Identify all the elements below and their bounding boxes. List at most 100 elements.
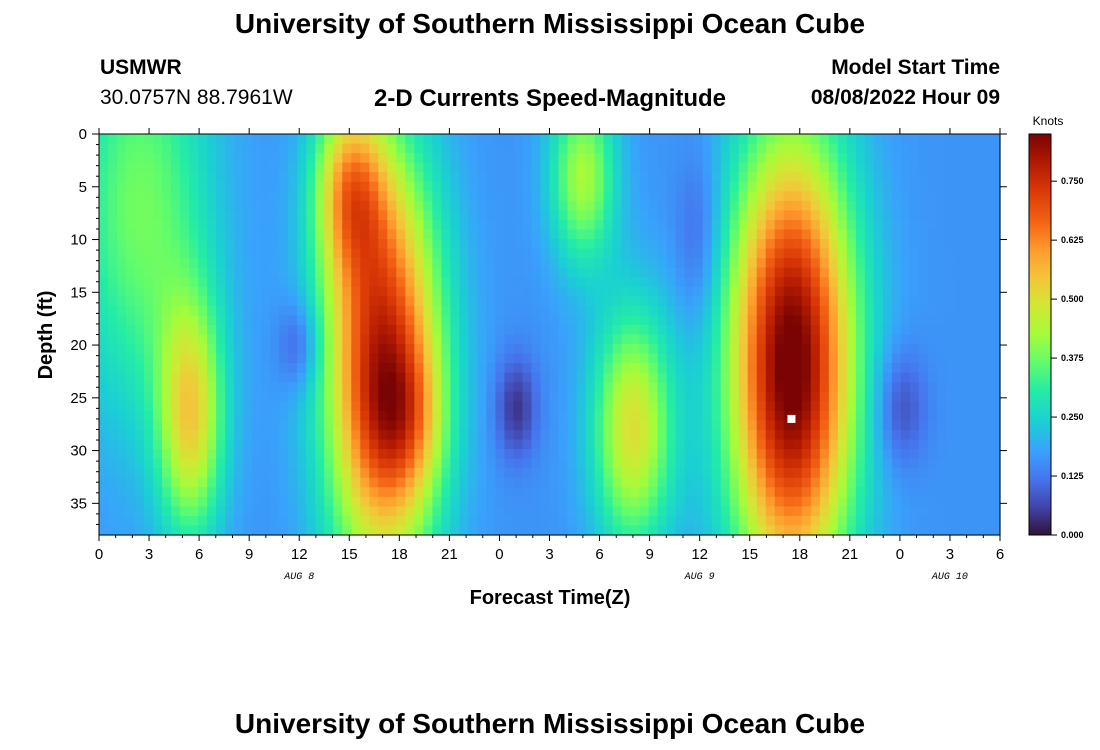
heatmap-cell — [108, 305, 118, 317]
heatmap-cell — [693, 468, 704, 479]
heatmap-cell — [171, 219, 181, 231]
heatmap-cell — [315, 429, 325, 441]
heatmap-cell — [459, 172, 470, 183]
heatmap-cell — [756, 162, 767, 173]
heatmap-cell — [702, 477, 713, 488]
heatmap-cell — [594, 162, 605, 173]
heatmap-cell — [657, 382, 668, 393]
heatmap-cell — [468, 439, 479, 450]
heatmap-cell — [774, 153, 785, 164]
heatmap-cell — [873, 191, 884, 202]
heatmap-cell — [558, 258, 569, 269]
heatmap-cell — [342, 525, 352, 536]
heatmap-cell — [738, 334, 749, 345]
heatmap-cell — [594, 382, 605, 393]
heatmap-cell — [297, 267, 307, 278]
heatmap-cell — [648, 439, 659, 450]
heatmap-cell — [981, 382, 992, 393]
heatmap-cell — [369, 181, 379, 192]
heatmap-cell — [585, 162, 596, 173]
heatmap-cell — [666, 487, 677, 498]
heatmap-cell — [783, 200, 794, 211]
heatmap-cell — [657, 353, 668, 364]
heatmap-cell — [513, 401, 524, 412]
heatmap-cell — [837, 286, 848, 297]
heatmap-cell — [657, 324, 668, 336]
heatmap-cell — [783, 296, 794, 307]
heatmap-cell — [810, 410, 821, 422]
heatmap-cell — [819, 334, 830, 345]
heatmap-cell — [639, 487, 650, 498]
heatmap-cell — [855, 353, 866, 364]
heatmap-cell — [855, 134, 866, 145]
heatmap-cell — [909, 382, 920, 393]
heatmap-cell — [981, 162, 992, 173]
heatmap-cell — [297, 229, 307, 240]
heatmap-cell — [180, 239, 190, 250]
heatmap-cell — [153, 468, 163, 479]
heatmap-cell — [774, 324, 785, 336]
heatmap-cell — [927, 372, 938, 383]
heatmap-cell — [99, 391, 109, 402]
heatmap-cell — [414, 449, 424, 460]
heatmap-cell — [747, 172, 758, 183]
heatmap-cell — [414, 324, 424, 336]
heatmap-cell — [729, 372, 740, 383]
heatmap-cell — [783, 172, 794, 183]
heatmap-cell — [540, 363, 551, 374]
heatmap-cell — [684, 439, 695, 450]
heatmap-cell — [486, 410, 497, 422]
heatmap-cell — [855, 219, 866, 231]
heatmap-cell — [342, 372, 352, 383]
heatmap-cell — [432, 296, 442, 307]
heatmap-cell — [792, 439, 803, 450]
heatmap-cell — [207, 458, 217, 469]
heatmap-cell — [423, 239, 433, 250]
heatmap-cell — [594, 134, 605, 145]
heatmap-cell — [342, 181, 352, 192]
heatmap-cell — [765, 267, 776, 278]
heatmap-cell — [117, 239, 127, 250]
heatmap-cell — [711, 324, 722, 336]
heatmap-cell — [945, 525, 956, 536]
heatmap-cell — [972, 258, 983, 269]
heatmap-cell — [306, 143, 316, 154]
heatmap-cell — [675, 267, 686, 278]
heatmap-cell — [459, 515, 470, 527]
heatmap-cell — [414, 296, 424, 307]
heatmap-cell — [270, 267, 280, 278]
heatmap-cell — [882, 449, 893, 460]
heatmap-cell — [279, 324, 289, 336]
heatmap-cell — [306, 401, 316, 412]
heatmap-cell — [666, 258, 677, 269]
heatmap-cell — [963, 496, 974, 507]
heatmap-cell — [702, 468, 713, 479]
heatmap-cell — [891, 468, 902, 479]
heatmap-cell — [972, 239, 983, 250]
heatmap-cell — [576, 515, 587, 527]
heatmap-cell — [531, 363, 542, 374]
heatmap-cell — [990, 458, 1001, 469]
heatmap-cell — [702, 420, 713, 431]
heatmap-cell — [855, 525, 866, 536]
heatmap-cell — [702, 458, 713, 469]
heatmap-cell — [990, 372, 1001, 383]
heatmap-cell — [684, 515, 695, 527]
heatmap-cell — [450, 277, 460, 288]
heatmap-cell — [153, 449, 163, 460]
heatmap-cell — [378, 401, 388, 412]
heatmap-cell — [162, 506, 172, 517]
heatmap-cell — [864, 468, 875, 479]
heatmap-cell — [990, 429, 1001, 441]
heatmap-cell — [324, 420, 334, 431]
heatmap-cell — [927, 496, 938, 507]
heatmap-cell — [936, 496, 947, 507]
heatmap-cell — [981, 525, 992, 536]
heatmap-cell — [504, 420, 515, 431]
heatmap-cell — [990, 401, 1001, 412]
heatmap-cell — [576, 353, 587, 364]
heatmap-cell — [846, 496, 857, 507]
heatmap-cell — [126, 324, 136, 336]
heatmap-cell — [864, 172, 875, 183]
